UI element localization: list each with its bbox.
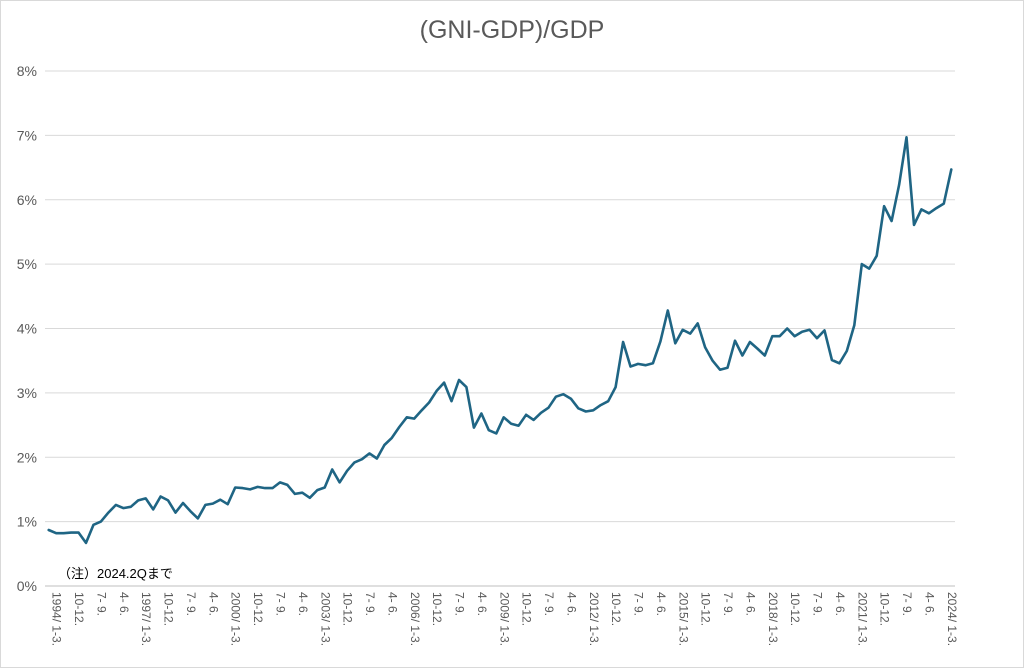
x-tick-label: 7- 9.: [542, 592, 556, 616]
x-tick-label: 7- 9.: [184, 592, 198, 616]
x-tick-label: 2000/ 1-3.: [229, 592, 243, 646]
y-tick-label: 5%: [17, 256, 37, 272]
x-tick-label: 7- 9.: [363, 592, 377, 616]
x-tick-label: 7- 9.: [453, 592, 467, 616]
x-tick-label: 2009/ 1-3.: [497, 592, 511, 646]
x-tick-label: 2015/ 1-3.: [676, 592, 690, 646]
x-tick-label: 7- 9.: [811, 592, 825, 616]
x-tick-label: 4- 6.: [117, 592, 131, 616]
y-tick-label: 3%: [17, 385, 37, 401]
x-tick-label: 10-12.: [520, 592, 534, 626]
chart-title: (GNI-GDP)/GDP: [419, 16, 605, 44]
x-tick-label: 2012/ 1-3.: [587, 592, 601, 646]
y-tick-label: 1%: [17, 514, 37, 530]
x-tick-label: 7- 9.: [721, 592, 735, 616]
y-tick-label: 8%: [17, 63, 37, 79]
x-tick-label: 7- 9.: [632, 592, 646, 616]
x-tick-label: 10-12.: [609, 592, 623, 626]
x-tick-label: 1997/ 1-3.: [139, 592, 153, 646]
x-tick-label: 4- 6.: [475, 592, 489, 616]
x-tick-label: 2018/ 1-3.: [766, 592, 780, 646]
x-tick-label: 2006/ 1-3.: [408, 592, 422, 646]
x-tick-label: 4- 6.: [206, 592, 220, 616]
x-tick-label: 4- 6.: [922, 592, 936, 616]
x-tick-label: 7- 9.: [900, 592, 914, 616]
x-tick-label: 10-12.: [341, 592, 355, 626]
x-tick-label: 10-12.: [430, 592, 444, 626]
x-tick-label: 1994/ 1-3.: [50, 592, 64, 646]
x-tick-label: 10-12.: [788, 592, 802, 626]
x-tick-label: 2003/ 1-3.: [318, 592, 332, 646]
y-tick-label: 7%: [17, 127, 37, 143]
y-tick-label: 0%: [17, 578, 37, 594]
x-tick-label: 4- 6.: [296, 592, 310, 616]
x-tick-label: 7- 9.: [95, 592, 109, 616]
y-tick-label: 2%: [17, 449, 37, 465]
x-tick-label: 10-12.: [72, 592, 86, 626]
x-tick-label: 7- 9.: [274, 592, 288, 616]
y-tick-label: 4%: [17, 321, 37, 337]
x-tick-label: 4- 6.: [833, 592, 847, 616]
x-tick-label: 10-12.: [699, 592, 713, 626]
x-tick-label: 2021/ 1-3.: [855, 592, 869, 646]
x-tick-label: 10-12.: [162, 592, 176, 626]
y-tick-label: 6%: [17, 192, 37, 208]
x-tick-label: 2024/ 1-3.: [945, 592, 959, 646]
x-tick-label: 4- 6.: [564, 592, 578, 616]
x-tick-label: 10-12.: [251, 592, 265, 626]
chart-note: （注）2024.2Qまで: [58, 566, 173, 581]
x-tick-label: 4- 6.: [743, 592, 757, 616]
series-line: [47, 136, 953, 545]
x-tick-label: 4- 6.: [654, 592, 668, 616]
x-tick-label: 4- 6.: [385, 592, 399, 616]
x-tick-label: 10-12.: [878, 592, 892, 626]
